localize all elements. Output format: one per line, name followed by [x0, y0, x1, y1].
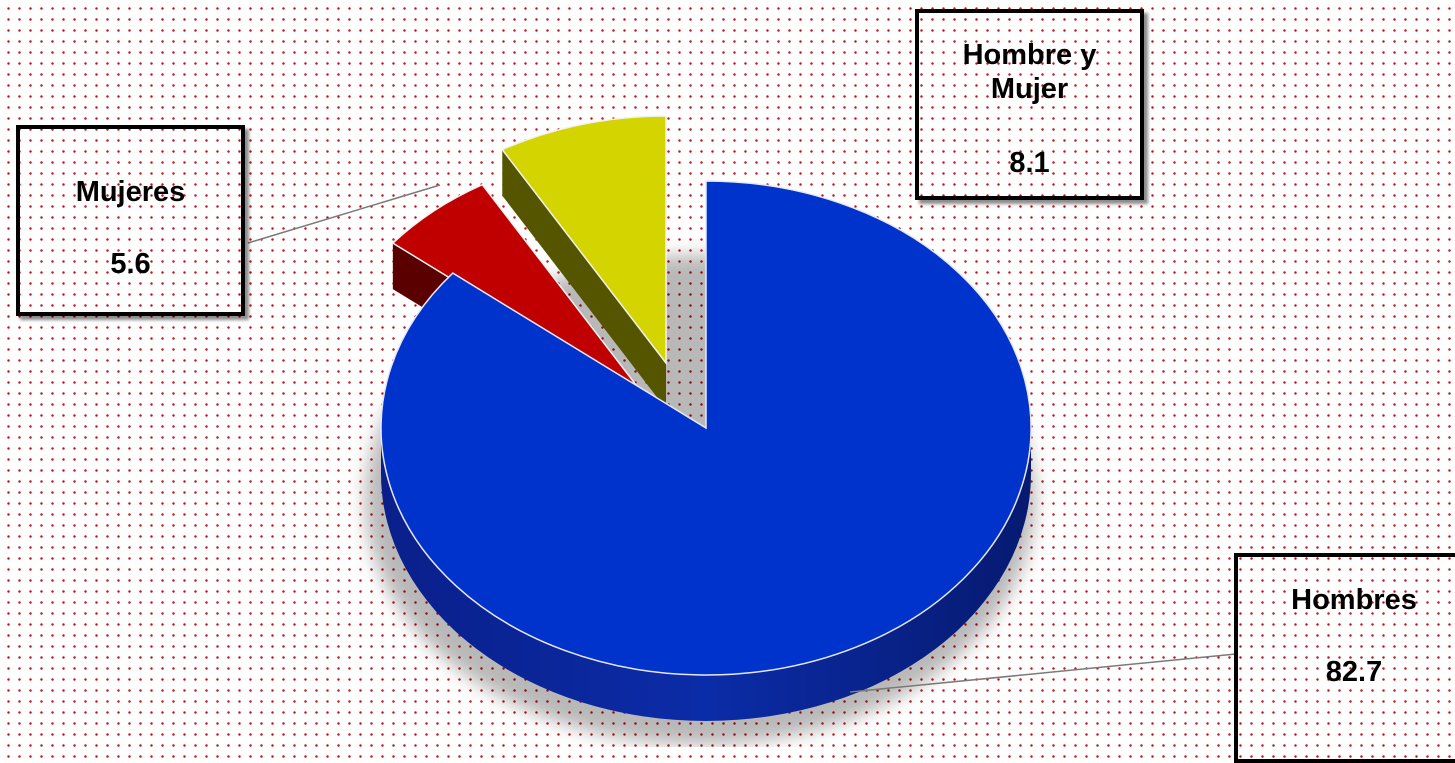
pie-slice-hombres: [380, 180, 1032, 676]
pie-side-hombres: [381, 428, 1031, 721]
data-label-hombre-y-mujer-value: 8.1: [1009, 147, 1050, 179]
pie-wall-hombre-y-mujer: [502, 149, 666, 409]
data-label-hombre-y-mujer: Hombre y Mujer 8.1: [915, 9, 1144, 200]
data-label-hombres: Hombres 82.7: [1234, 553, 1455, 763]
pie-slice-hombre-y-mujer: [501, 115, 667, 366]
data-label-mujeres-name: Mujeres: [75, 176, 186, 208]
data-label-mujeres: Mujeres 5.6: [16, 125, 245, 316]
leader-line-hombres: [849, 653, 1237, 693]
data-label-hombres-name: Hombres: [1291, 584, 1417, 616]
leader-line-mujeres: [247, 184, 441, 244]
pie-slice-mujeres: [391, 183, 647, 399]
data-label-mujeres-value: 5.6: [110, 248, 151, 280]
pie-chart: [247, 115, 1237, 745]
data-label-hombre-y-mujer-name: Hombre y Mujer: [962, 39, 1097, 105]
data-label-hombres-value: 82.7: [1325, 656, 1383, 688]
